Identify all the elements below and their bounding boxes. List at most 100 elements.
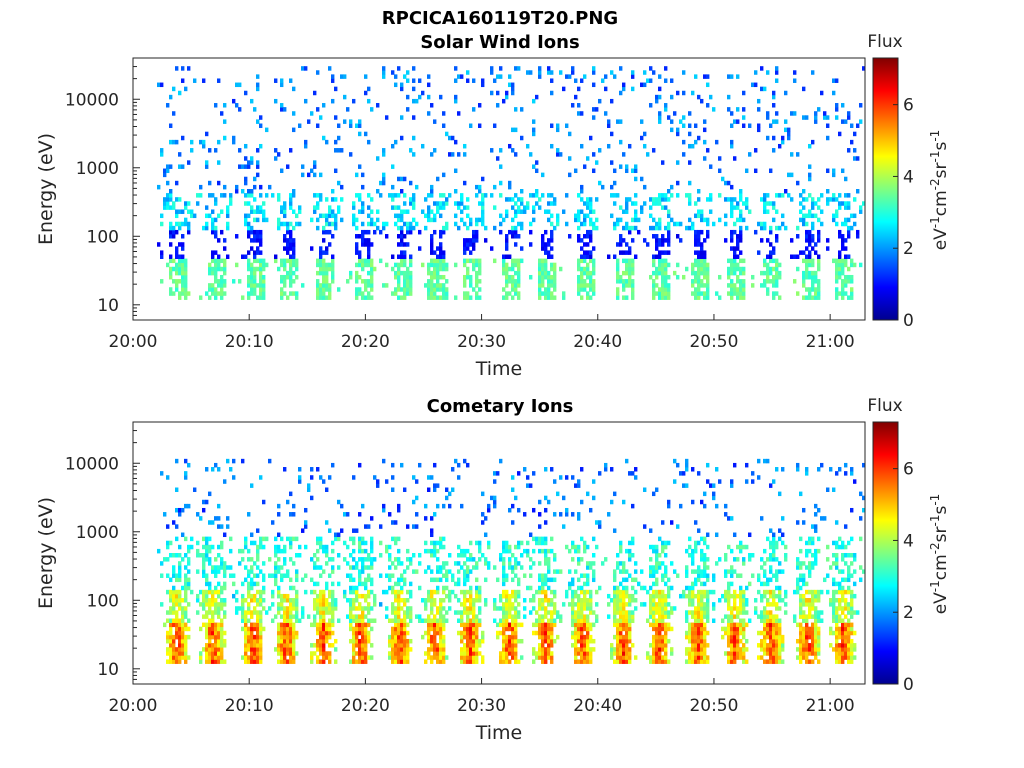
heatmap-cell xyxy=(352,548,356,554)
heatmap-cell xyxy=(658,242,662,247)
heatmap-cell xyxy=(211,225,215,231)
heatmap-cell xyxy=(739,266,743,272)
heatmap-cell xyxy=(685,193,689,198)
heatmap-cell xyxy=(577,217,581,223)
heatmap-cell xyxy=(355,622,359,628)
heatmap-cell xyxy=(769,229,773,235)
heatmap-cell xyxy=(589,197,593,202)
heatmap-cell xyxy=(211,544,215,550)
heatmap-cell xyxy=(319,250,323,255)
heatmap-cell xyxy=(331,98,335,104)
heatmap-cell xyxy=(736,279,740,284)
heatmap-cell xyxy=(202,225,206,231)
heatmap-cell xyxy=(541,258,545,264)
heatmap-cell xyxy=(664,606,668,611)
heatmap-cell xyxy=(616,270,620,276)
heatmap-cell xyxy=(403,242,407,247)
heatmap-cell xyxy=(580,258,584,264)
heatmap-cell xyxy=(505,651,509,656)
heatmap-cell xyxy=(361,242,365,247)
heatmap-cell xyxy=(589,270,593,276)
heatmap-cell xyxy=(283,274,287,280)
heatmap-cell xyxy=(283,638,287,644)
heatmap-cell xyxy=(745,205,749,210)
heatmap-cell xyxy=(241,606,245,611)
heatmap-cell xyxy=(319,283,323,288)
heatmap-cell xyxy=(766,70,770,75)
heatmap-cell xyxy=(625,626,629,632)
heatmap-cell xyxy=(178,279,182,284)
heatmap-cell xyxy=(265,262,269,268)
heatmap-cell xyxy=(577,238,581,243)
heatmap-cell xyxy=(517,221,521,227)
heatmap-cell xyxy=(850,291,854,296)
heatmap-cell xyxy=(796,225,800,231)
heatmap-cell xyxy=(649,643,653,648)
heatmap-cell xyxy=(187,66,191,71)
heatmap-cell xyxy=(514,565,518,570)
heatmap-cell xyxy=(541,659,545,664)
heatmap-cell xyxy=(577,651,581,656)
heatmap-cell xyxy=(589,238,593,243)
heatmap-cell xyxy=(577,622,581,628)
heatmap-cell xyxy=(295,536,299,542)
heatmap-cell xyxy=(220,544,224,550)
heatmap-cell xyxy=(616,193,620,198)
heatmap-cell xyxy=(391,184,395,190)
heatmap-cell xyxy=(337,532,341,538)
heatmap-cell xyxy=(538,70,542,75)
heatmap-cell xyxy=(184,86,188,92)
heatmap-cell xyxy=(217,638,221,644)
heatmap-cell xyxy=(289,197,293,202)
heatmap-cell xyxy=(577,630,581,636)
heatmap-cell xyxy=(175,536,179,542)
heatmap-cell xyxy=(172,520,176,525)
heatmap-cell xyxy=(619,548,623,554)
heatmap-cell xyxy=(361,291,365,296)
heatmap-cell xyxy=(208,262,212,268)
heatmap-cell xyxy=(580,274,584,280)
heatmap-cell xyxy=(214,610,218,615)
heatmap-cell xyxy=(631,238,635,243)
heatmap-cell xyxy=(655,274,659,280)
heatmap-cell xyxy=(358,512,362,517)
heatmap-cell xyxy=(166,524,170,529)
heatmap-cell xyxy=(391,606,395,611)
heatmap-cell xyxy=(220,589,224,595)
heatmap-cell xyxy=(775,238,779,243)
heatmap-cell xyxy=(550,467,554,472)
heatmap-cell xyxy=(544,630,548,636)
heatmap-cell xyxy=(463,458,467,464)
heatmap-cell xyxy=(250,287,254,292)
heatmap-cell xyxy=(817,254,821,259)
heatmap-cell xyxy=(805,197,809,202)
heatmap-cell xyxy=(700,266,704,272)
heatmap-cell xyxy=(637,217,641,223)
heatmap-cell xyxy=(214,647,218,652)
heatmap-cell xyxy=(196,540,200,546)
heatmap-cell xyxy=(388,618,392,623)
heatmap-cell xyxy=(184,221,188,227)
heatmap-cell xyxy=(658,217,662,223)
heatmap-cell xyxy=(316,107,320,112)
heatmap-cell xyxy=(277,610,281,615)
heatmap-cell xyxy=(358,197,362,202)
heatmap-cell xyxy=(256,250,260,255)
heatmap-cell xyxy=(292,647,296,652)
heatmap-cell xyxy=(352,98,356,104)
heatmap-cell xyxy=(319,115,323,120)
heatmap-cell xyxy=(469,651,473,656)
heatmap-cell xyxy=(490,148,494,153)
heatmap-cell xyxy=(550,589,554,595)
heatmap-cell xyxy=(808,193,812,198)
heatmap-cell xyxy=(406,270,410,276)
heatmap-cell xyxy=(610,193,614,198)
heatmap-cell xyxy=(730,197,734,202)
heatmap-cell xyxy=(277,217,281,223)
heatmap-cell xyxy=(568,156,572,161)
heatmap-cell xyxy=(403,630,407,636)
heatmap-cell xyxy=(178,630,182,636)
heatmap-cell xyxy=(433,655,437,660)
heatmap-cell xyxy=(460,193,464,198)
heatmap-cell xyxy=(448,593,452,599)
